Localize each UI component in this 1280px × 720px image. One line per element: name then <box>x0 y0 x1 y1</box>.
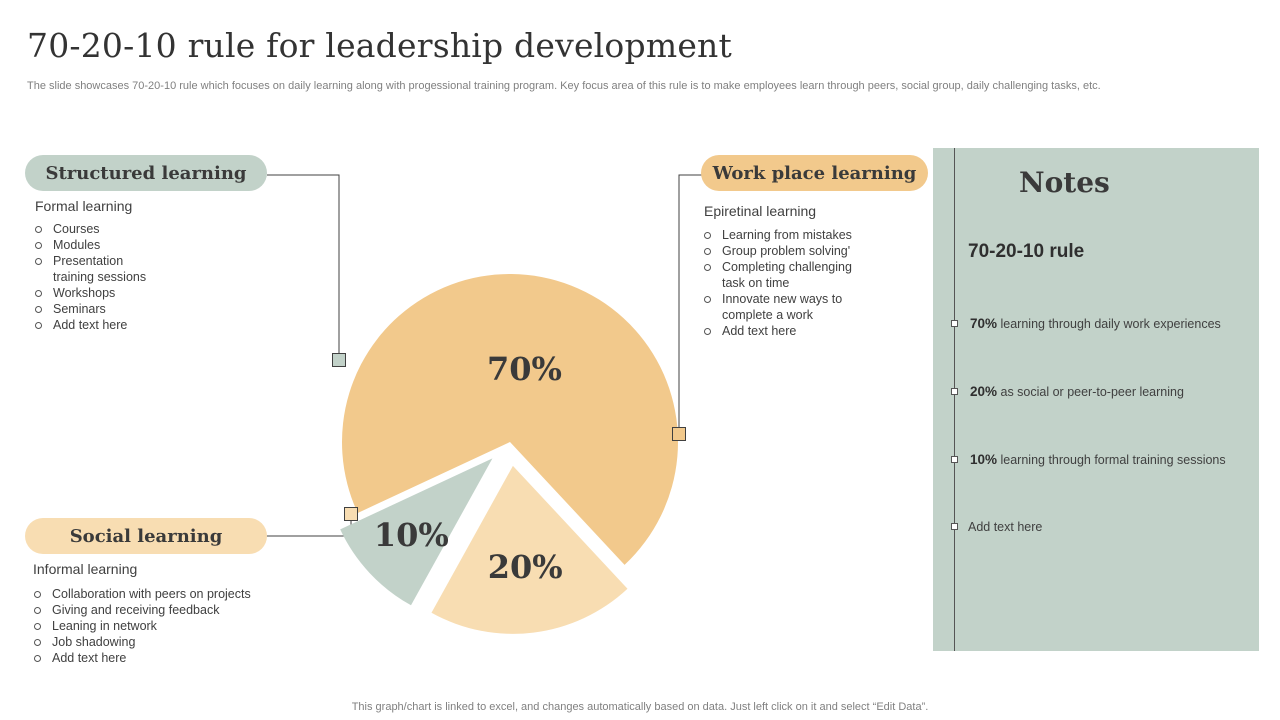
work-list: Learning from mistakes Group problem sol… <box>702 227 852 339</box>
notes-panel <box>933 148 1259 651</box>
structured-list: Courses Modules Presentation training se… <box>33 221 146 333</box>
list-item-continuation: training sessions <box>53 270 147 284</box>
footer-note: This graph/chart is linked to excel, and… <box>351 701 929 713</box>
list-item: Presentation <box>33 253 146 269</box>
list-item: Add text here <box>702 323 852 339</box>
note-item: 20% as social or peer-to-peer learning <box>970 384 1184 399</box>
list-item: Innovate new ways to <box>702 291 852 307</box>
slice-value-label: 10% <box>374 516 449 554</box>
connector-marker <box>672 427 686 441</box>
list-item: Add text here <box>33 317 146 333</box>
connector-marker <box>344 507 358 521</box>
list-item: Courses <box>33 221 146 237</box>
list-item: Add text here <box>32 650 251 666</box>
connector-social <box>265 514 352 537</box>
connector-marker <box>332 353 346 367</box>
structured-learning-pill: Structured learning <box>25 155 267 191</box>
pie-labels: 70% 20% 10% <box>374 350 563 586</box>
slice-work-place-learning[interactable] <box>342 274 678 565</box>
structured-heading: Formal learning <box>35 198 133 214</box>
note-marker <box>951 388 958 395</box>
list-item: Modules <box>33 237 146 253</box>
list-item: Collaboration with peers on projects <box>32 586 251 602</box>
notes-title: Notes <box>1019 166 1110 199</box>
note-item: 10% learning through formal training ses… <box>970 452 1226 467</box>
page-subtitle: The slide showcases 70-20-10 rule which … <box>27 80 1101 92</box>
connector-structured <box>267 174 340 360</box>
social-list: Collaboration with peers on projects Giv… <box>32 586 251 666</box>
list-item: Completing challenging <box>702 259 852 275</box>
connector-markers <box>332 353 686 521</box>
list-item: Leaning in network <box>32 618 251 634</box>
list-item: Giving and receiving feedback <box>32 602 251 618</box>
slice-social-learning[interactable] <box>431 465 628 634</box>
work-heading: Epiretinal learning <box>704 203 817 219</box>
notes-timeline <box>954 148 955 651</box>
list-item: Workshops <box>33 285 146 301</box>
list-item-continuation: complete a work <box>722 308 814 322</box>
pie-slices <box>340 274 678 634</box>
social-learning-pill: Social learning <box>25 518 267 554</box>
slice-value-label: 70% <box>487 350 562 388</box>
slice-value-label: 20% <box>488 548 563 586</box>
connector-work <box>678 174 703 434</box>
list-item: Learning from mistakes <box>702 227 852 243</box>
notes-subtitle: 70-20-10 rule <box>968 241 1085 262</box>
list-item-continuation: task on time <box>722 276 790 290</box>
note-marker <box>951 320 958 327</box>
note-item: 70% learning through daily work experien… <box>970 316 1221 331</box>
note-marker <box>951 456 958 463</box>
social-heading: Informal learning <box>33 561 138 577</box>
page-title: 70-20-10 rule for leadership development <box>27 26 732 65</box>
list-item: Group problem solving' <box>702 243 852 259</box>
note-item: Add text here <box>968 520 1043 534</box>
note-marker <box>951 523 958 530</box>
slice-structured-learning[interactable] <box>340 458 493 606</box>
list-item: Seminars <box>33 301 146 317</box>
work-place-learning-pill: Work place learning <box>701 155 928 191</box>
list-item: Job shadowing <box>32 634 251 650</box>
